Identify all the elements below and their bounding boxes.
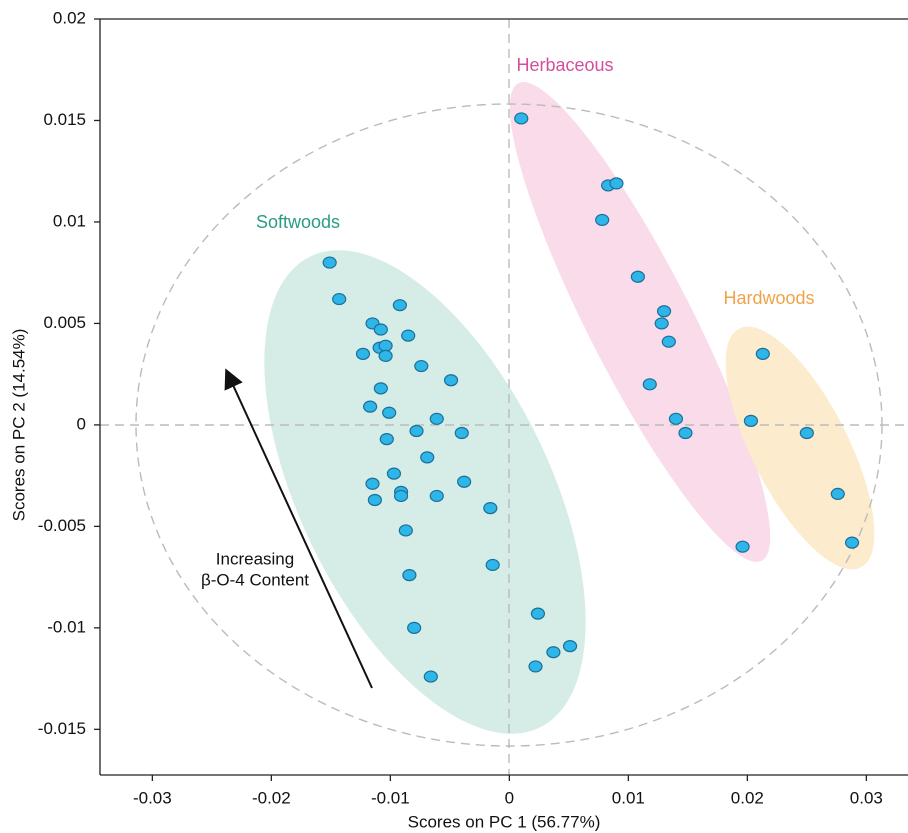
point bbox=[355, 347, 371, 360]
herbaceous-ellipse bbox=[509, 82, 771, 562]
point bbox=[392, 299, 407, 312]
point bbox=[546, 646, 561, 659]
point bbox=[528, 660, 543, 673]
point bbox=[678, 426, 693, 440]
y-tick-label: -0.005 bbox=[38, 516, 86, 535]
annotation: Hardwoods bbox=[723, 288, 814, 308]
hardwoods-ellipse bbox=[725, 326, 875, 570]
point bbox=[661, 335, 676, 348]
point bbox=[420, 451, 435, 464]
point bbox=[429, 412, 444, 425]
y-tick-label: -0.015 bbox=[38, 719, 86, 738]
annotation: Herbaceous bbox=[516, 55, 613, 75]
point bbox=[429, 489, 444, 503]
point bbox=[454, 426, 469, 440]
point bbox=[562, 640, 578, 653]
point bbox=[365, 477, 380, 490]
point bbox=[735, 540, 750, 553]
point bbox=[483, 502, 498, 515]
point bbox=[332, 292, 347, 306]
point bbox=[844, 536, 860, 549]
y-tick-label: -0.01 bbox=[47, 617, 86, 636]
point bbox=[378, 349, 393, 363]
point bbox=[830, 487, 845, 501]
point bbox=[322, 256, 337, 269]
point bbox=[398, 524, 413, 537]
softwoods-ellipse bbox=[264, 250, 586, 734]
y-axis-label: Scores on PC 2 (14.54%) bbox=[9, 329, 28, 522]
point bbox=[373, 323, 388, 336]
x-tick-label: -0.02 bbox=[252, 788, 291, 807]
point bbox=[656, 305, 672, 318]
point bbox=[443, 374, 459, 387]
point bbox=[485, 558, 500, 572]
point bbox=[402, 568, 417, 582]
point bbox=[530, 607, 546, 620]
point bbox=[743, 414, 759, 427]
point bbox=[378, 339, 393, 352]
point bbox=[382, 406, 397, 419]
x-tick-label: 0.01 bbox=[612, 788, 645, 807]
point bbox=[514, 112, 529, 125]
x-axis-label: Scores on PC 1 (56.77%) bbox=[408, 812, 601, 831]
point bbox=[630, 270, 645, 283]
point bbox=[423, 670, 438, 683]
point bbox=[363, 400, 378, 413]
y-tick-label: 0.005 bbox=[43, 313, 86, 332]
point bbox=[401, 329, 416, 342]
point bbox=[595, 213, 610, 227]
point bbox=[642, 378, 657, 391]
x-tick-label: 0 bbox=[505, 788, 514, 807]
x-tick-label: -0.01 bbox=[371, 788, 410, 807]
point bbox=[386, 467, 402, 480]
y-tick-label: 0.015 bbox=[43, 110, 86, 129]
point bbox=[379, 433, 394, 446]
point bbox=[609, 177, 624, 190]
annotation: Increasing bbox=[216, 549, 294, 568]
point bbox=[409, 424, 424, 438]
point bbox=[654, 317, 669, 330]
point bbox=[457, 475, 472, 488]
annotation: Softwoods bbox=[256, 212, 340, 232]
annotation: β-O-4 Content bbox=[201, 570, 309, 589]
x-tick-label: -0.03 bbox=[133, 788, 172, 807]
y-tick-label: 0 bbox=[77, 414, 86, 433]
x-tick-label: 0.02 bbox=[731, 788, 764, 807]
point bbox=[668, 412, 684, 425]
point bbox=[393, 489, 409, 503]
y-tick-label: 0.02 bbox=[53, 8, 86, 27]
point bbox=[373, 382, 388, 395]
point bbox=[367, 493, 382, 507]
point bbox=[799, 426, 814, 440]
point bbox=[755, 347, 770, 360]
y-tick-label: 0.01 bbox=[53, 211, 86, 230]
arrow bbox=[224, 368, 373, 689]
point bbox=[414, 359, 429, 373]
x-tick-label: 0.03 bbox=[850, 788, 883, 807]
point bbox=[407, 621, 422, 634]
